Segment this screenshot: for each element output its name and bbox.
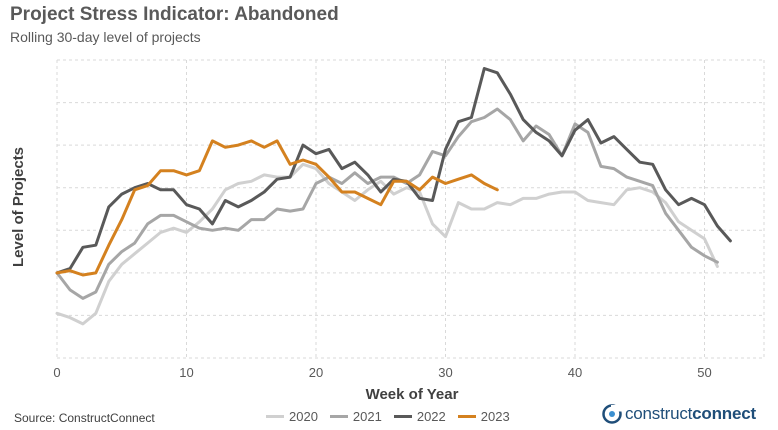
legend-item-2022: 2022 xyxy=(393,409,446,424)
legend-item-2023: 2023 xyxy=(457,409,510,424)
legend-item-2021: 2021 xyxy=(329,409,382,424)
chart-title: Project Stress Indicator: Abandoned xyxy=(10,4,339,25)
constructconnect-logo: constructconnect xyxy=(602,404,756,424)
source-note: Source: ConstructConnect xyxy=(14,411,155,425)
grid-lines xyxy=(56,59,765,359)
x-axis-label: Week of Year xyxy=(366,386,459,403)
series-line-2021 xyxy=(55,107,719,300)
legend-label: 2021 xyxy=(352,409,382,424)
chart-subtitle: Rolling 30-day level of projects xyxy=(10,29,201,45)
y-axis-label: Level of Projects xyxy=(10,147,27,267)
logo-mark-icon xyxy=(602,404,622,424)
legend-label: 2020 xyxy=(289,409,318,424)
logo-wordmark: constructconnect xyxy=(625,404,756,424)
logo-prefix: construct xyxy=(625,404,693,423)
x-tick-labels: 0 10 20 30 40 50 xyxy=(53,365,711,380)
series-line-2023 xyxy=(55,139,499,277)
legend: 2020 2021 2022 2023 xyxy=(266,409,522,424)
series-line-2022 xyxy=(55,67,732,275)
x-tick-label: 10 xyxy=(179,365,193,380)
legend-swatch xyxy=(393,415,412,418)
legend-swatch xyxy=(329,415,348,418)
legend-label: 2023 xyxy=(480,409,510,424)
legend-label: 2022 xyxy=(416,409,446,424)
logo-suffix: connect xyxy=(692,404,756,423)
legend-swatch xyxy=(266,415,284,418)
x-tick-label: 50 xyxy=(697,365,711,380)
series-lines xyxy=(55,67,732,326)
legend-item-2020: 2020 xyxy=(266,409,318,424)
x-tick-label: 20 xyxy=(309,365,323,380)
x-tick-label: 0 xyxy=(53,365,60,380)
x-tick-label: 30 xyxy=(438,365,452,380)
legend-swatch xyxy=(457,415,476,418)
x-tick-label: 40 xyxy=(568,365,582,380)
